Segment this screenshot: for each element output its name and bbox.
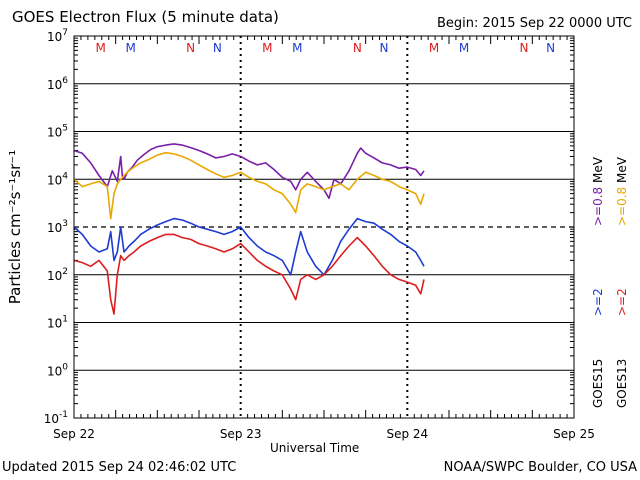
legend-goes13-label: GOES13 <box>615 359 629 408</box>
updated-timestamp: Updated 2015 Sep 24 02:46:02 UTC <box>2 460 237 475</box>
plot-frame <box>73 35 575 419</box>
day-marker-label: M <box>95 41 105 55</box>
y-tick-label: 101 <box>47 315 68 331</box>
x-axis-label: Universal Time <box>270 441 360 455</box>
credit-label: NOAA/SWPC Boulder, CO USA <box>443 460 637 475</box>
y-axis-label: Particles cm⁻²s⁻¹sr⁻¹ <box>6 150 24 304</box>
series-line-goes13_08 <box>73 151 425 220</box>
legend-goes13-08mev: >=0.8 MeV <box>615 156 629 226</box>
day-marker-label: M <box>262 41 272 55</box>
y-tick-label: 100 <box>47 362 68 378</box>
day-marker-label: N <box>186 41 195 55</box>
series-line-goes13_2 <box>73 233 425 315</box>
day-marker-label: M <box>459 41 469 55</box>
x-tick-label: Sep 25 <box>553 427 595 441</box>
legend-goes15-label: GOES15 <box>591 359 605 408</box>
y-tick-label: 104 <box>47 171 68 187</box>
day-marker-label: N <box>353 41 362 55</box>
chart-title: GOES Electron Flux (5 minute data) <box>12 8 279 26</box>
x-tick-label: Sep 24 <box>386 427 428 441</box>
day-marker-label: N <box>546 41 555 55</box>
day-marker-label: N <box>380 41 389 55</box>
x-tick-label: Sep 23 <box>220 427 262 441</box>
y-tick-label: 10-1 <box>44 410 68 426</box>
y-tick-label: 103 <box>47 219 68 235</box>
y-tick-label: 107 <box>47 28 68 44</box>
y-tick-label: 106 <box>47 76 68 92</box>
begin-time-label: Begin: 2015 Sep 22 0000 UTC <box>436 16 632 31</box>
legend-goes13-2mev: >=2 <box>615 288 629 316</box>
y-tick-label: 105 <box>47 124 68 140</box>
series-line-goes15_08 <box>73 143 425 200</box>
day-marker-label: N <box>213 41 222 55</box>
day-marker-label: N <box>520 41 529 55</box>
day-marker-label: M <box>125 41 135 55</box>
legend-goes15-08mev: >=0.8 MeV <box>591 156 605 226</box>
series-line-goes15_2 <box>73 217 425 276</box>
legend-goes15-2mev: >=2 <box>591 288 605 316</box>
day-marker-label: M <box>429 41 439 55</box>
x-tick-label: Sep 22 <box>53 427 95 441</box>
day-marker-label: M <box>292 41 302 55</box>
y-tick-label: 102 <box>47 267 68 283</box>
